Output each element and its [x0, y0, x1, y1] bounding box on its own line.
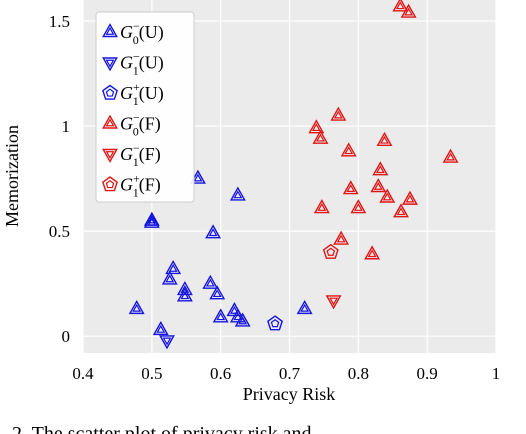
y-tick-label: 0	[62, 327, 71, 346]
data-point-triangle-up	[176, 287, 193, 302]
x-tick-label: 0.7	[279, 364, 301, 383]
legend-label: G− 0(U)	[120, 19, 164, 47]
legend-item: G+ 1(U)	[102, 80, 164, 108]
data-point-triangle-up	[190, 169, 206, 184]
data-point-triangle-up	[308, 119, 325, 134]
legend-label: G+ 1(U)	[120, 80, 164, 108]
data-point-triangle-down	[325, 295, 342, 310]
data-point-triangle-up	[350, 199, 367, 214]
legend-box	[95, 11, 195, 203]
legend-marker-triangle-up	[102, 114, 118, 129]
data-point-triangle-up	[143, 213, 160, 228]
data-point-pentagon	[267, 315, 284, 331]
data-point-triangle-up	[376, 131, 393, 146]
y-axis-title: Memorization	[2, 125, 22, 227]
legend-label: G− 0(F)	[120, 111, 161, 139]
data-point-triangle-up	[202, 274, 219, 289]
legend-label: G− 1(F)	[120, 141, 161, 169]
data-point-triangle-up	[342, 180, 359, 195]
legend-marker-triangle-down	[102, 57, 118, 72]
x-axis-title: Privacy Risk	[243, 384, 336, 404]
y-tick-label: 0.5	[49, 222, 70, 241]
data-point-triangle-up	[392, 0, 409, 12]
data-point-triangle-up	[402, 190, 418, 205]
data-point-triangle-up	[296, 299, 313, 315]
data-point-triangle-up	[128, 299, 145, 315]
data-point-triangle-up	[393, 203, 409, 218]
legend-item: G− 0(U)	[102, 19, 164, 47]
data-point-triangle-up	[442, 148, 459, 163]
data-point-triangle-up	[205, 224, 222, 239]
legend-marker-triangle-down	[102, 148, 118, 163]
data-point-triangle-up	[229, 186, 246, 201]
legend-marker-pentagon	[102, 176, 118, 192]
data-points	[128, 0, 459, 350]
x-tick-label: 0.9	[417, 364, 438, 383]
data-point-triangle-up	[234, 312, 251, 327]
data-point-triangle-up	[379, 188, 396, 203]
legend-item: G− 1(U)	[102, 50, 164, 78]
legend-marker-triangle-up	[102, 23, 118, 38]
data-point-triangle-up	[165, 260, 182, 275]
data-point-triangle-up	[364, 245, 381, 260]
data-point-triangle-up	[312, 129, 329, 144]
legend-marker-pentagon	[102, 84, 118, 100]
legend-item: G+ 1(F)	[102, 172, 161, 200]
data-point-triangle-up	[333, 230, 350, 245]
x-tick-label: 0.5	[141, 364, 162, 383]
data-point-pentagon	[322, 243, 339, 259]
legend-item: G− 1(F)	[102, 141, 161, 169]
y-tick-label: 1	[62, 117, 71, 136]
legend-label: G− 1(U)	[120, 50, 164, 78]
x-tick-label: 1	[492, 364, 501, 383]
y-axis-ticks: 0 0.5 1 1.5	[49, 12, 70, 346]
data-point-triangle-up	[152, 320, 169, 336]
x-axis-ticks: 0.4 0.5 0.6 0.7 0.8 0.9 1	[72, 364, 500, 383]
data-point-triangle-down	[159, 335, 175, 350]
data-point-triangle-up	[209, 285, 226, 300]
legend: G− 0(U) G− 1(U)G+ 1(U) G− 0(F)G− 1(F) G+ 1(F)	[95, 11, 195, 203]
data-point-triangle-up	[370, 178, 387, 193]
data-point-triangle-up	[400, 3, 417, 18]
legend-item: G− 0(F)	[102, 111, 161, 139]
data-point-triangle-up	[330, 106, 347, 121]
data-point-triangle-up	[313, 199, 330, 214]
x-tick-label: 0.6	[210, 364, 231, 383]
data-point-triangle-up	[340, 142, 357, 157]
y-tick-label: 1.5	[49, 12, 70, 31]
data-point-triangle-up	[212, 308, 229, 323]
data-point-triangle-up	[372, 161, 389, 176]
x-tick-label: 0.8	[348, 364, 369, 383]
legend-label: G+ 1(F)	[120, 172, 161, 200]
data-point-triangle-up	[161, 270, 178, 285]
figure-caption: 2. The scatter plot of privacy risk and	[12, 423, 312, 434]
x-tick-label: 0.4	[72, 364, 94, 383]
